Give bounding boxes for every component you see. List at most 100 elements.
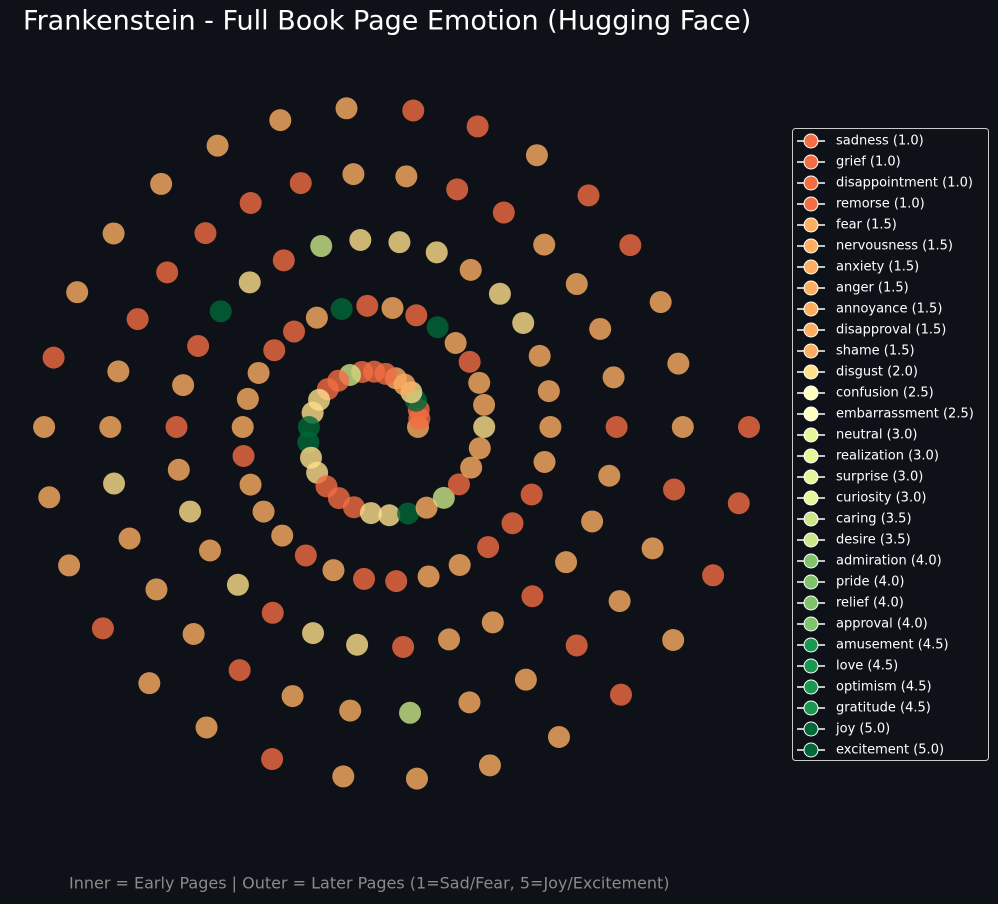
legend-marker <box>803 616 819 632</box>
page-point <box>271 524 294 547</box>
page-point <box>649 291 672 314</box>
page-point <box>187 335 210 358</box>
legend-label: disgust (2.0) <box>836 365 918 380</box>
page-point <box>417 565 440 588</box>
legend-label: neutral (3.0) <box>836 428 917 443</box>
legend-marker <box>803 406 819 422</box>
page-point <box>138 672 161 695</box>
legend-label: love (4.5) <box>836 659 898 674</box>
legend-label: anxiety (1.5) <box>836 260 919 275</box>
page-point <box>537 380 560 403</box>
page-point <box>533 450 556 473</box>
page-point <box>468 437 491 460</box>
page-point <box>359 502 382 525</box>
page-point <box>415 496 438 519</box>
legend-marker <box>803 364 819 380</box>
page-point <box>103 472 126 495</box>
page-point <box>459 258 482 281</box>
legend-label: remorse (1.0) <box>836 197 925 212</box>
page-point <box>332 765 355 788</box>
legend-marker <box>803 490 819 506</box>
page-point <box>397 502 420 525</box>
page-point <box>671 416 694 438</box>
page-point <box>662 629 685 652</box>
legend-label: surprise (3.0) <box>836 470 923 485</box>
page-point <box>619 234 642 257</box>
page-point <box>194 222 217 245</box>
page-point <box>107 360 130 383</box>
page-point <box>66 281 89 304</box>
legend-label: amusement (4.5) <box>836 638 949 653</box>
legend-marker <box>803 322 819 338</box>
page-point <box>402 99 425 122</box>
page-point <box>458 350 481 373</box>
page-point <box>663 478 686 501</box>
page-point <box>641 537 664 560</box>
page-point <box>182 622 205 645</box>
page-point <box>501 512 524 535</box>
page-point <box>247 361 270 384</box>
page-point <box>195 716 218 739</box>
page-point <box>346 633 369 656</box>
page-point <box>38 486 61 509</box>
page-point <box>252 500 275 523</box>
page-point <box>33 416 56 438</box>
legend-label: realization (3.0) <box>836 449 939 464</box>
page-point <box>385 570 408 593</box>
page-point <box>232 445 255 468</box>
page-point <box>126 308 149 331</box>
page-point <box>118 527 141 550</box>
page-point <box>102 222 125 245</box>
legend-marker <box>803 742 819 758</box>
page-point <box>468 371 491 394</box>
page-point <box>156 261 179 284</box>
page-point <box>381 297 404 320</box>
page-point <box>209 300 232 323</box>
legend-marker <box>803 427 819 443</box>
legend-marker <box>803 637 819 653</box>
page-point <box>473 393 496 416</box>
page-point <box>339 699 362 722</box>
page-point <box>399 701 422 724</box>
page-point <box>322 559 345 582</box>
page-point <box>99 416 122 438</box>
page-point <box>150 172 173 195</box>
legend-marker <box>803 133 819 149</box>
page-point <box>447 473 470 496</box>
page-point <box>512 311 535 334</box>
page-point <box>432 486 455 509</box>
legend-marker <box>803 658 819 674</box>
legend-label: desire (3.5) <box>836 533 911 548</box>
page-point <box>239 191 262 214</box>
page-point <box>492 201 515 224</box>
page-point <box>392 635 415 658</box>
page-point <box>294 544 317 567</box>
legend-box <box>792 128 989 761</box>
page-point <box>167 458 190 481</box>
page-point <box>261 601 284 624</box>
legend-label: fear (1.5) <box>836 218 897 233</box>
page-point <box>565 273 588 296</box>
legend-label: annoyance (1.5) <box>836 302 942 317</box>
legend-label: sadness (1.0) <box>836 134 924 149</box>
page-point <box>446 178 469 201</box>
page-point <box>528 344 551 367</box>
page-point <box>605 416 628 438</box>
legend-marker <box>803 574 819 590</box>
page-point <box>165 416 188 438</box>
page-point <box>342 496 365 519</box>
legend-label: anger (1.5) <box>836 281 909 296</box>
legend-marker <box>803 700 819 716</box>
page-point <box>602 366 625 389</box>
page-point <box>302 622 325 645</box>
page-point <box>272 249 295 272</box>
legend-marker <box>803 532 819 548</box>
page-point <box>426 316 449 339</box>
page-point <box>283 320 306 343</box>
legend-label: gratitude (4.5) <box>836 701 931 716</box>
legend-label: shame (1.5) <box>836 344 915 359</box>
page-point <box>263 339 286 362</box>
legend-label: approval (4.0) <box>836 617 928 632</box>
legend-label: nervousness (1.5) <box>836 239 953 254</box>
legend-label: excitement (5.0) <box>836 743 944 758</box>
